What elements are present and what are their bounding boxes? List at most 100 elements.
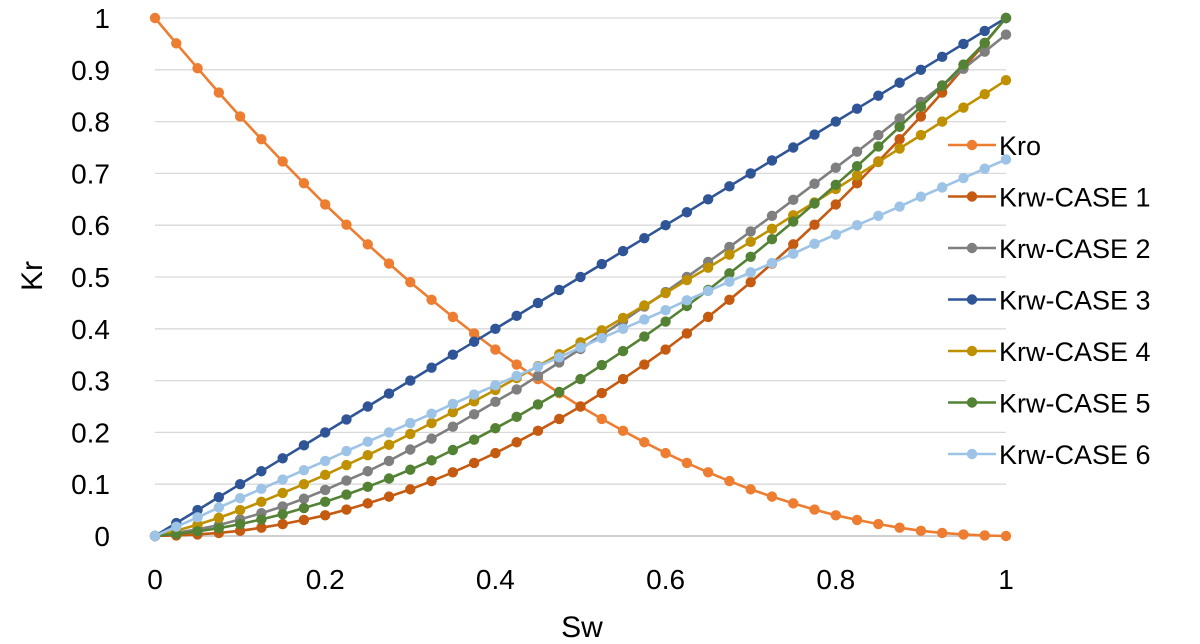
data-point [341, 489, 352, 500]
data-point [596, 359, 607, 371]
data-point [234, 111, 246, 122]
data-point [362, 498, 373, 509]
data-point [745, 236, 756, 247]
data-point [405, 444, 416, 455]
data-point [979, 37, 990, 49]
data-point [298, 493, 310, 504]
data-point [788, 216, 799, 227]
data-point [1000, 530, 1012, 542]
data-point [341, 459, 352, 471]
x-axis-title: Sw [561, 611, 603, 644]
data-point [234, 479, 246, 490]
data-point [298, 465, 310, 476]
data-point [702, 285, 714, 297]
data-point [617, 373, 629, 385]
legend-marker [966, 139, 978, 151]
data-point [341, 475, 352, 486]
data-point [915, 111, 927, 122]
data-point [234, 492, 246, 504]
data-point [490, 380, 501, 391]
data-point [681, 207, 693, 218]
data-point [958, 38, 969, 50]
data-point [724, 181, 735, 192]
data-point [660, 316, 671, 327]
data-point [979, 88, 990, 100]
data-point [405, 464, 416, 475]
data-point [788, 142, 799, 153]
legend-item: Krw-CASE 1 [948, 183, 1151, 213]
data-point [702, 311, 714, 323]
data-point [234, 518, 246, 530]
data-point [511, 370, 522, 382]
legend-item: Krw-CASE 4 [948, 337, 1151, 367]
data-point [830, 162, 841, 173]
data-point [298, 440, 310, 451]
data-point [639, 359, 650, 370]
data-point [320, 469, 331, 481]
data-point [958, 59, 969, 70]
data-point [681, 274, 693, 286]
legend-label: Krw-CASE 5 [999, 389, 1151, 419]
data-point [405, 484, 416, 495]
data-point [532, 361, 544, 372]
data-point [745, 484, 756, 495]
data-point [149, 530, 161, 542]
data-point [639, 314, 650, 325]
data-point [851, 170, 863, 181]
legend-marker [966, 345, 978, 357]
data-point [724, 241, 735, 253]
legend-marker [966, 448, 978, 460]
data-point [851, 178, 863, 189]
data-point [320, 496, 331, 508]
data-point [766, 491, 778, 502]
data-point [958, 529, 969, 540]
data-point [617, 323, 629, 334]
data-point [405, 428, 416, 440]
data-point [596, 325, 607, 336]
x-tick-label: 0.6 [646, 564, 685, 595]
data-point [426, 455, 437, 466]
data-point [915, 101, 927, 112]
data-point [277, 518, 288, 530]
data-point [809, 198, 820, 209]
legend-label: Krw-CASE 4 [999, 337, 1151, 367]
data-point [851, 514, 863, 526]
data-point [554, 352, 565, 363]
y-tick-label: 0.1 [71, 469, 110, 500]
data-point [915, 191, 927, 202]
series-krw-case-5 [149, 12, 1012, 542]
data-point [830, 179, 841, 190]
data-point [256, 514, 267, 525]
data-point [660, 287, 671, 299]
data-point [447, 349, 459, 360]
y-tick-label: 0.4 [71, 314, 110, 345]
data-point [554, 284, 565, 296]
data-point [873, 518, 884, 530]
data-point [681, 328, 693, 339]
data-point [873, 156, 884, 168]
data-point [660, 304, 671, 316]
y-tick-label: 0.5 [71, 262, 110, 293]
data-point [554, 413, 565, 425]
y-tick-label: 0.9 [71, 55, 110, 86]
data-point [617, 245, 629, 257]
data-point [724, 268, 735, 279]
data-point [788, 248, 799, 259]
data-point [405, 276, 416, 288]
data-point [702, 262, 714, 273]
data-point [532, 297, 544, 309]
legend-marker [966, 294, 978, 305]
series-group [149, 12, 1012, 542]
data-point [575, 271, 586, 283]
data-point [596, 387, 607, 399]
x-tick-label: 0.2 [306, 564, 345, 595]
data-point [766, 233, 778, 245]
data-point [830, 199, 841, 210]
data-point [809, 129, 820, 140]
data-point [702, 467, 714, 478]
data-point [915, 129, 927, 141]
data-point [447, 311, 459, 323]
data-point [256, 522, 267, 533]
data-point [341, 504, 352, 515]
